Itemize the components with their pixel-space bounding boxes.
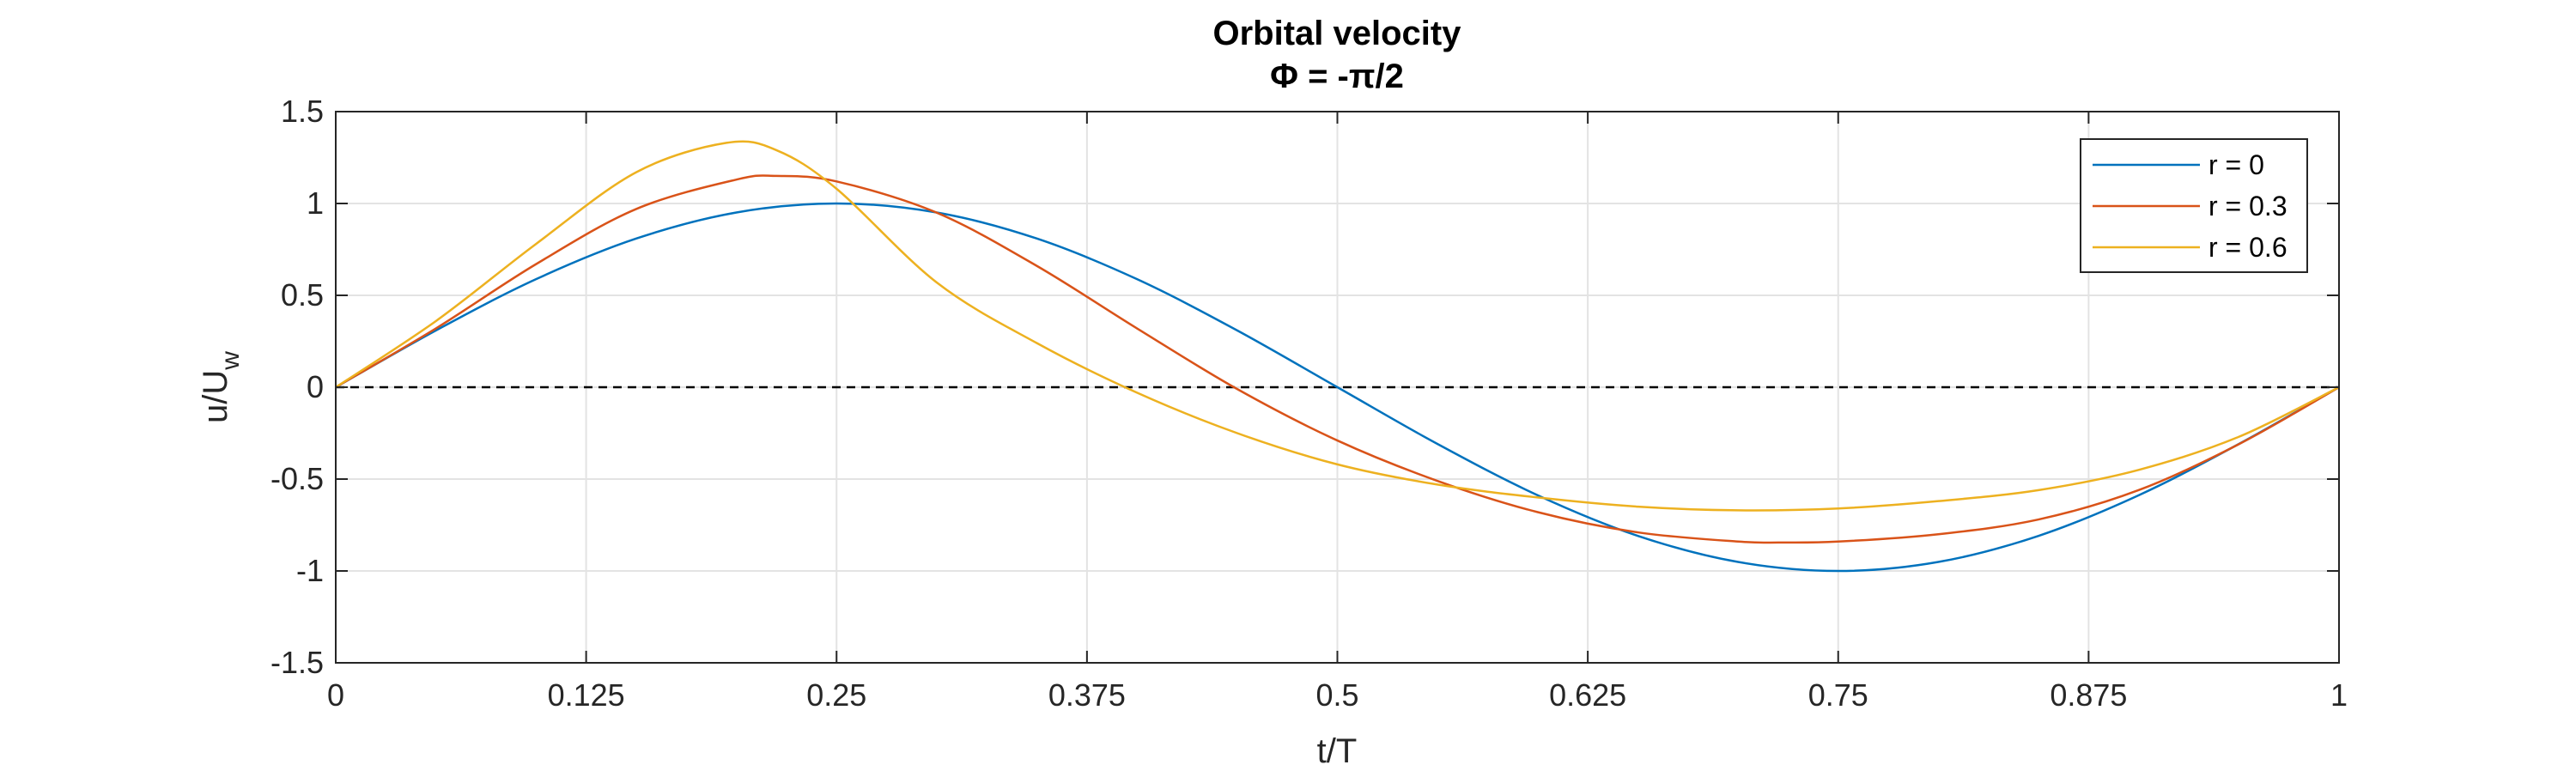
y-axis-label-subscript: w: [216, 351, 245, 371]
x-tick-label: 0.25: [806, 677, 866, 713]
y-tick-label: 0.5: [281, 277, 324, 313]
x-tick-label: 0.875: [2050, 677, 2127, 713]
y-axis-label-main: u/U: [197, 370, 234, 423]
y-tick-label: 1.5: [281, 94, 324, 129]
y-axis-label: u/Uw: [197, 351, 245, 423]
x-tick-label: 1: [2330, 677, 2348, 713]
series-line-2: [335, 174, 2340, 544]
x-tick-label: 0.375: [1048, 677, 1126, 713]
legend-label-3: r = 0.6: [2208, 232, 2287, 263]
y-tick-label: 0: [307, 369, 324, 404]
series-lines: [335, 140, 2340, 573]
axis-ticks: [335, 111, 2340, 664]
legend: r = 0 r = 0.3 r = 0.6: [2080, 138, 2308, 273]
legend-items: r = 0 r = 0.3 r = 0.6: [2093, 149, 2287, 263]
x-tick-label: 0.125: [548, 677, 625, 713]
x-axis-label: t/T: [1317, 732, 1358, 770]
x-tick-label: 0.625: [1549, 677, 1626, 713]
legend-label-2: r = 0.3: [2208, 191, 2287, 222]
series-line-1: [335, 202, 2340, 573]
x-tick-label: 0.75: [1808, 677, 1868, 713]
y-axis-label-group: u/Uw: [197, 351, 245, 423]
legend-label-1: r = 0: [2208, 149, 2264, 180]
y-tick-label: -1.5: [270, 645, 324, 680]
x-tick-labels: 0 0.125 0.25 0.375 0.5 0.625 0.75 0.875 1: [327, 677, 2348, 713]
series-line-3: [335, 140, 2340, 512]
x-tick-label: 0.5: [1315, 677, 1358, 713]
y-tick-label: -1: [296, 553, 324, 588]
y-tick-label: -0.5: [270, 461, 324, 496]
chart-subtitle: Φ = -π/2: [1270, 58, 1404, 95]
x-tick-label: 0: [327, 677, 344, 713]
chart-title: Orbital velocity: [1213, 15, 1462, 52]
y-tick-labels: -1.5 -1 -0.5 0 0.5 1 1.5: [270, 94, 324, 680]
y-tick-label: 1: [307, 185, 324, 221]
